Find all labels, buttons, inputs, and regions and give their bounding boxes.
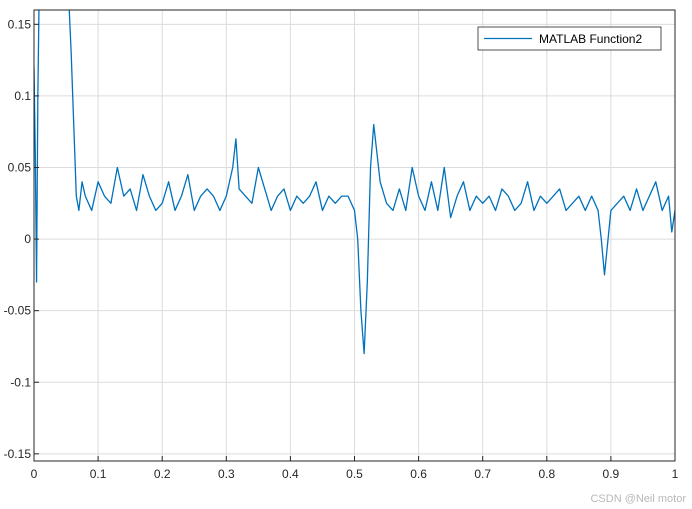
y-tick-label: 0.1	[14, 89, 31, 103]
x-tick-label: 0	[31, 467, 38, 481]
y-tick-label: -0.15	[4, 447, 32, 461]
x-tick-label: 0.4	[282, 467, 299, 481]
x-tick-label: 0.1	[90, 467, 107, 481]
series-line-0	[34, 10, 675, 355]
legend-label: MATLAB Function2	[539, 32, 642, 46]
watermark-text: CSDN @Neil motor	[590, 493, 686, 505]
x-tick-label: 0.9	[603, 467, 620, 481]
y-tick-label: 0.05	[8, 160, 32, 174]
legend: MATLAB Function2	[477, 26, 662, 51]
x-tick-label: 0.6	[410, 467, 427, 481]
x-tick-label: 0.5	[346, 467, 363, 481]
y-tick-label: 0.15	[8, 17, 32, 31]
x-axis: 0 0.1 0.2 0.3 0.4 0.5 0.6 0.7 0.8 0.9 1	[31, 456, 679, 481]
y-axis: -0.15 -0.1 -0.05 0 0.05 0.1 0.15	[4, 17, 39, 461]
x-tick-label: 0.3	[218, 467, 235, 481]
grid-lines	[33, 10, 676, 461]
series-layer	[34, 10, 675, 355]
y-tick-label: 0	[24, 232, 31, 246]
x-tick-label: 0.7	[474, 467, 491, 481]
x-tick-label: 0.8	[538, 467, 555, 481]
legend-box	[477, 26, 662, 51]
x-tick-label: 1	[672, 467, 679, 481]
y-tick-label: -0.1	[10, 375, 31, 389]
y-tick-label: -0.05	[4, 304, 32, 318]
x-tick-label: 0.2	[154, 467, 171, 481]
